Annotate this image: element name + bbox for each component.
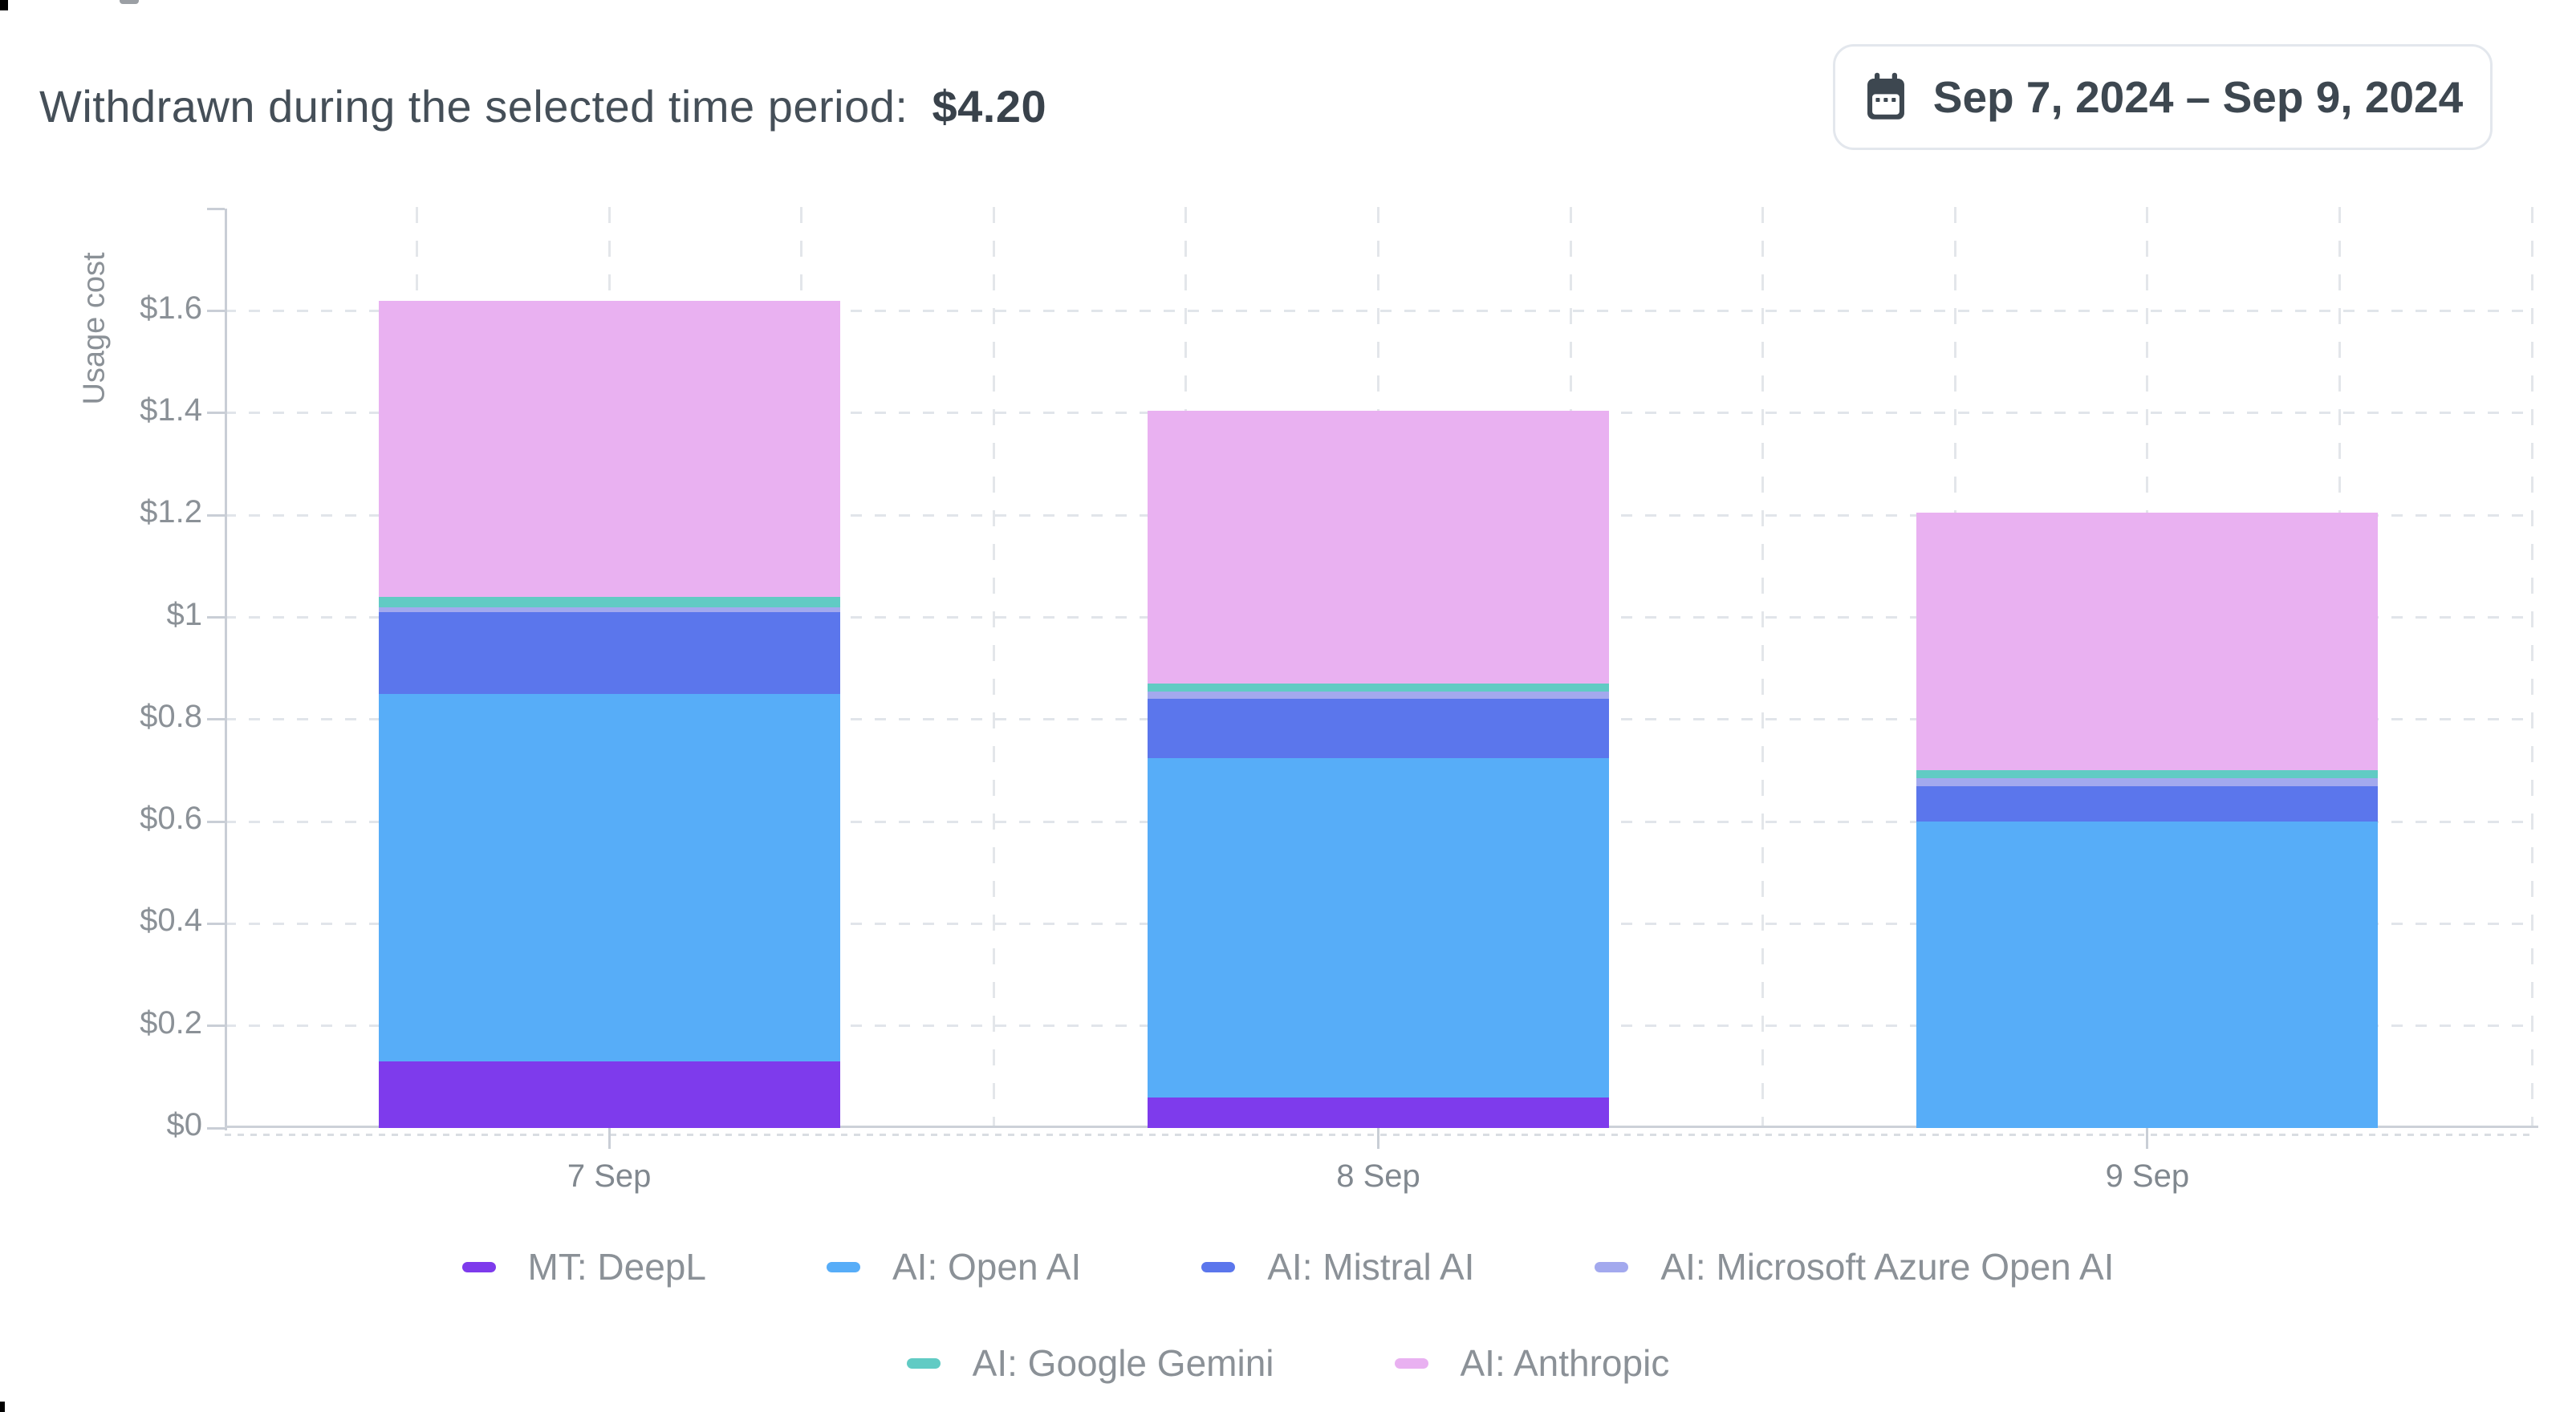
legend-row: MT: DeepL AI: Open AI AI: Mistral AI AI: Mi… <box>0 1245 2576 1288</box>
withdrawn-amount: $4.20 <box>932 81 1047 132</box>
bar-segment[interactable] <box>378 612 840 694</box>
date-range-button[interactable]: Sep 7, 2024 – Sep 9, 2024 <box>1833 44 2493 150</box>
legend-marker <box>1595 1261 1629 1272</box>
legend-marker <box>906 1357 941 1369</box>
bar-segment[interactable] <box>378 597 840 607</box>
legend-marker <box>826 1261 860 1272</box>
bar-segment[interactable] <box>378 693 840 1062</box>
x-axis-tick <box>1377 1128 1379 1149</box>
clipped-text-artifact-top <box>120 0 139 4</box>
y-axis-tick-label: $1 <box>166 596 203 632</box>
y-axis-tick <box>207 412 225 415</box>
legend-item[interactable]: AI: Anthropic <box>1394 1341 1670 1385</box>
y-axis-tick-label: $1.2 <box>140 494 202 530</box>
vertical-gridline <box>1761 207 1765 1128</box>
y-axis-tick <box>207 1025 225 1028</box>
y-axis-tick-label: $0.6 <box>140 801 202 837</box>
legend-label: AI: Mistral AI <box>1267 1246 1475 1288</box>
legend-item[interactable]: AI: Open AI <box>826 1245 1082 1288</box>
withdrawn-summary: Withdrawn during the selected time perio… <box>39 80 1046 132</box>
y-axis-tick-label: $0 <box>166 1107 203 1142</box>
date-range-label: Sep 7, 2024 – Sep 9, 2024 <box>1932 72 2464 122</box>
y-axis-tick <box>207 310 225 313</box>
y-axis-line <box>225 209 227 1130</box>
bar-segment[interactable] <box>1916 822 2379 1128</box>
bar-segment[interactable] <box>1148 1097 1609 1128</box>
legend-item[interactable]: AI: Google Gemini <box>906 1341 1274 1385</box>
x-axis-tick-label: 7 Sep <box>567 1158 652 1194</box>
legend-item[interactable]: MT: DeepL <box>461 1245 706 1288</box>
legend-row: AI: Google Gemini AI: Anthropic <box>0 1341 2576 1385</box>
bar-segment[interactable] <box>1148 699 1609 758</box>
x-axis-tick-label: 8 Sep <box>1336 1158 1420 1194</box>
y-axis-tick <box>207 922 225 925</box>
bar-segment[interactable] <box>1148 684 1609 692</box>
y-axis-tick-label: $1.6 <box>140 290 202 326</box>
y-axis-end-tick <box>207 207 225 210</box>
legend-marker <box>1394 1357 1428 1369</box>
legend-item[interactable]: AI: Mistral AI <box>1201 1245 1474 1288</box>
bar-segment[interactable] <box>1916 513 2379 771</box>
legend-label: AI: Google Gemini <box>972 1342 1274 1384</box>
bar-segment[interactable] <box>1916 770 2379 778</box>
withdrawn-summary-label: Withdrawn during the selected time perio… <box>39 81 908 132</box>
legend-marker <box>461 1261 496 1272</box>
bar-segment[interactable] <box>1148 757 1609 1098</box>
clipped-edge-artifact-top-left <box>0 0 8 10</box>
bar-segment[interactable] <box>378 607 840 613</box>
y-axis-tick-label: $0.2 <box>140 1004 202 1041</box>
x-axis-tick <box>2146 1128 2149 1149</box>
y-axis-tick <box>207 820 225 823</box>
vertical-gridline <box>2530 207 2533 1128</box>
y-axis-tick <box>207 718 225 721</box>
y-axis-tick-label: $1.4 <box>140 392 202 428</box>
y-axis-tick-label: $0.4 <box>140 903 202 939</box>
y-axis-tick <box>207 513 225 517</box>
bar-segment[interactable] <box>1148 691 1609 700</box>
bar-segment[interactable] <box>1148 410 1609 684</box>
legend-label: AI: Open AI <box>892 1246 1082 1288</box>
bar-segment[interactable] <box>378 1061 840 1128</box>
x-axis-tick-label: 9 Sep <box>2105 1158 2190 1194</box>
vertical-gridline <box>992 207 995 1128</box>
clipped-edge-artifact-bottom-left <box>0 1402 5 1412</box>
y-axis-tick <box>207 1126 225 1130</box>
y-axis-tick-label: $0.8 <box>140 698 202 734</box>
legend-label: AI: Microsoft Azure Open AI <box>1660 1246 2115 1288</box>
bar-segment[interactable] <box>378 300 840 598</box>
horizontal-gridline <box>225 310 2532 313</box>
legend-label: AI: Anthropic <box>1460 1342 1670 1384</box>
legend-label: MT: DeepL <box>527 1246 706 1288</box>
legend-item[interactable]: AI: Microsoft Azure Open AI <box>1595 1245 2114 1288</box>
bar-segment[interactable] <box>1916 785 2379 822</box>
y-axis-title: Usage cost <box>77 252 112 405</box>
x-axis-tick <box>607 1128 611 1149</box>
legend-marker <box>1201 1261 1236 1272</box>
bar-segment[interactable] <box>1916 777 2379 786</box>
y-axis-tick <box>207 616 225 619</box>
calendar-icon <box>1863 71 1909 123</box>
